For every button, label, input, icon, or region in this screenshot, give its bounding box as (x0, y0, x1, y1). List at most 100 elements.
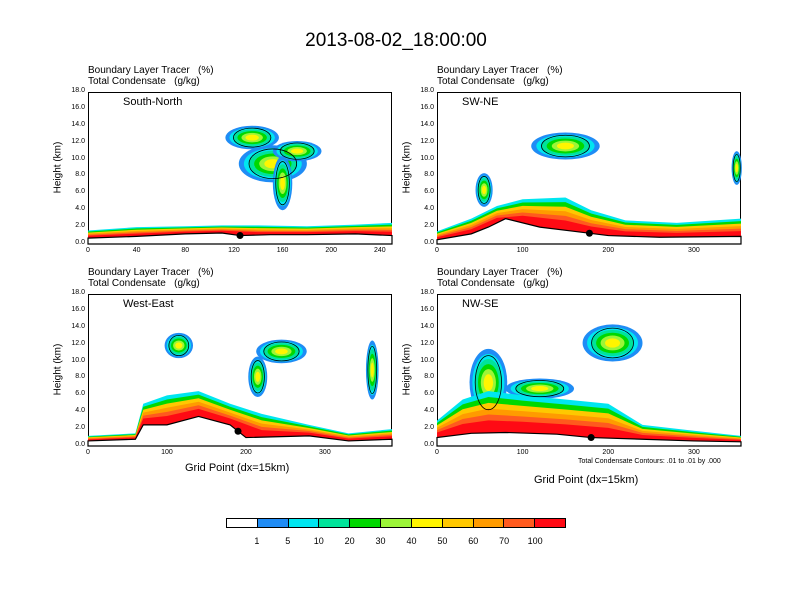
panel-header-line: Boundary Layer Tracer (%) (88, 65, 214, 76)
y-tick-label: 6.0 (424, 390, 434, 398)
y-tick-label: 14.0 (420, 322, 434, 330)
condensate-contour (367, 345, 378, 395)
x-tick-label: 120 (228, 247, 240, 254)
colorbar-swatch (442, 519, 474, 527)
y-tick-label: 6.0 (75, 188, 85, 196)
y-tick-label: 0.0 (75, 441, 85, 448)
cloud-shade (531, 386, 549, 392)
x-tick-label: 300 (688, 247, 700, 254)
y-tick-label: 4.0 (75, 205, 85, 213)
panel-header-line: Total Condensate (g/kg) (437, 278, 549, 289)
colorbar-label: 60 (468, 536, 479, 546)
colorbar-swatch (381, 519, 412, 527)
colorbar-label: 20 (344, 536, 355, 546)
y-tick-label: 4.0 (424, 205, 434, 213)
condensate-contour (233, 127, 272, 148)
x-tick-label: 0 (435, 247, 439, 254)
colorbar-swatch (350, 519, 382, 527)
y-tick-label: 8.0 (75, 171, 85, 179)
y-tick-label: 0.0 (75, 239, 85, 246)
x-tick-label: 100 (516, 247, 529, 254)
colorbar-label: 10 (313, 536, 324, 546)
y-tick-label: 10.0 (420, 356, 434, 364)
condensate-contour (474, 355, 502, 411)
panel-label: SW-NE (462, 96, 499, 108)
cloud-shade (275, 348, 288, 355)
y-axis-label: Height (km) (52, 343, 64, 396)
x-tick-label: 0 (435, 449, 439, 456)
colorbar-swatch (473, 519, 505, 527)
y-axis-label: Height (km) (401, 141, 413, 194)
location-marker (236, 232, 244, 240)
cloud-shade (556, 142, 575, 150)
plot-svg (87, 125, 393, 245)
x-tick-label: 200 (240, 449, 252, 456)
colorbar-swatch (535, 519, 565, 527)
condensate-contour (279, 142, 315, 160)
cloud-shade (175, 342, 183, 349)
panel-header-line: Boundary Layer Tracer (%) (437, 65, 563, 76)
y-tick-label: 14.0 (420, 120, 434, 128)
y-tick-label: 16.0 (420, 305, 434, 313)
panel-header: Boundary Layer Tracer (%) Total Condensat… (88, 65, 214, 87)
y-axis-label: Height (km) (401, 343, 413, 396)
main-title: 2013-08-02_18:00:00 (305, 30, 487, 51)
plot-svg (436, 132, 742, 245)
condensate-contour (250, 360, 265, 394)
colorbar-label: 40 (406, 536, 417, 546)
y-tick-label: 4.0 (424, 407, 434, 415)
panel-header-line: Total Condensate (g/kg) (88, 278, 200, 289)
plot-svg (87, 332, 393, 447)
panel-label: NW-SE (462, 298, 499, 310)
contour-note: Total Condensate Contours: .01 to .01 by… (578, 458, 721, 465)
colorbar-swatch (227, 519, 258, 527)
x-tick-label: 240 (373, 247, 386, 254)
colorbar-swatch (257, 519, 289, 527)
cloud-shade (483, 374, 494, 392)
cloud-shade (605, 338, 621, 348)
colorbar-label: 5 (285, 536, 291, 546)
colorbar (226, 518, 566, 528)
y-tick-label: 16.0 (420, 103, 434, 111)
x-tick-label: 0 (86, 449, 90, 456)
y-tick-label: 12.0 (420, 339, 434, 347)
x-tick-label: 0 (86, 247, 90, 254)
cloud-shade (245, 134, 259, 141)
colorbar-label: 70 (499, 536, 510, 546)
condensate-contour (515, 380, 565, 398)
location-marker (585, 229, 593, 237)
cloud-shade (370, 362, 374, 378)
x-tick-label: 200 (325, 247, 338, 254)
y-tick-label: 6.0 (75, 390, 85, 398)
y-tick-label: 18.0 (420, 289, 434, 296)
colorbar-swatch (288, 519, 320, 527)
panel-label: South-North (123, 96, 183, 108)
y-tick-label: 8.0 (424, 373, 434, 381)
x-tick-label: 160 (276, 247, 289, 254)
x-tick-label: 40 (132, 247, 141, 254)
x-tick-label: 100 (516, 449, 529, 456)
y-tick-label: 18.0 (420, 87, 434, 94)
y-tick-label: 12.0 (71, 339, 85, 347)
y-axis-label: Height (km) (52, 141, 64, 194)
y-tick-label: 8.0 (424, 171, 434, 179)
colorbar-label: 50 (437, 536, 448, 546)
x-tick-label: 300 (688, 449, 700, 456)
colorbar-swatch (319, 519, 351, 527)
colorbar-label: 1 (254, 536, 260, 546)
x-axis-label: Grid Point (dx=15km) (185, 462, 290, 474)
y-tick-label: 10.0 (71, 356, 85, 364)
condensate-contour (477, 176, 491, 204)
cloud-shade (291, 148, 304, 154)
panel-label: West-East (123, 298, 174, 310)
y-tick-label: 0.0 (424, 239, 434, 246)
y-tick-label: 18.0 (71, 87, 85, 94)
y-tick-label: 14.0 (71, 120, 85, 128)
condensate-contour (168, 334, 190, 357)
y-tick-label: 4.0 (75, 407, 85, 415)
y-tick-label: 12.0 (71, 137, 85, 145)
panel-header-line: Boundary Layer Tracer (%) (437, 267, 563, 278)
x-tick-label: 80 (181, 247, 190, 254)
condensate-contour (541, 134, 590, 158)
x-tick-label: 300 (319, 449, 331, 456)
